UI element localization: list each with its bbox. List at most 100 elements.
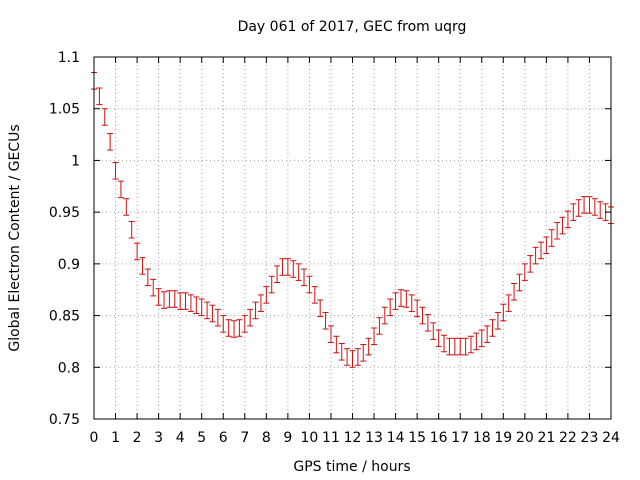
x-tick-label: 11 <box>322 430 340 446</box>
x-tick-label: 16 <box>430 430 448 446</box>
error-bar <box>171 290 178 308</box>
error-bar <box>139 257 146 275</box>
error-bar <box>403 290 410 308</box>
error-bar <box>408 294 415 312</box>
error-bar <box>247 308 254 327</box>
error-bar <box>467 335 474 354</box>
error-bar <box>344 348 351 366</box>
x-tick-label: 18 <box>473 430 491 446</box>
error-bar <box>290 260 297 278</box>
x-tick-label: 0 <box>90 430 99 446</box>
y-tick-label: 0.75 <box>49 412 80 428</box>
error-bar <box>301 268 308 287</box>
error-bar <box>397 289 404 307</box>
error-bar <box>96 87 103 106</box>
error-bar <box>193 296 200 315</box>
error-bar <box>187 294 194 312</box>
y-tick-label: 1.1 <box>58 50 80 66</box>
error-bar <box>128 220 135 239</box>
error-bar <box>123 198 130 216</box>
error-bar <box>349 350 356 368</box>
error-bar <box>284 258 291 276</box>
x-tick-label: 23 <box>581 430 599 446</box>
x-tick-label: 3 <box>154 430 163 446</box>
y-tick-label: 0.95 <box>49 205 80 221</box>
x-tick-label: 13 <box>365 430 383 446</box>
error-bar <box>527 255 534 273</box>
error-bar <box>236 319 243 337</box>
error-bar <box>548 229 555 247</box>
error-bar <box>435 329 442 348</box>
error-bar <box>306 275 313 294</box>
x-tick-label: 7 <box>240 430 249 446</box>
error-bar <box>591 198 598 216</box>
error-bar <box>257 294 264 312</box>
error-bar <box>494 311 501 330</box>
error-bar <box>537 241 544 260</box>
error-bar <box>365 337 372 356</box>
x-tick-label: 12 <box>344 430 362 446</box>
error-bar <box>473 332 480 351</box>
error-bar <box>430 322 437 340</box>
error-bar <box>209 304 216 323</box>
error-bar <box>241 315 248 333</box>
error-bar <box>204 301 211 320</box>
error-bar <box>166 290 173 308</box>
error-bar <box>446 337 453 356</box>
error-bar <box>134 242 141 261</box>
x-tick-label: 20 <box>516 430 534 446</box>
x-tick-labels: 0 1 2 3 4 5 6 7 8 9 10 11 12 13 14 15 16 17 18 19 20 21 22 23 24 <box>90 430 620 446</box>
x-tick-label: 21 <box>537 430 555 446</box>
x-tick-label: 5 <box>197 430 206 446</box>
x-tick-label: 15 <box>408 430 426 446</box>
x-tick-label: 14 <box>387 430 405 446</box>
y-tick-labels: 0.75 0.8 0.85 0.9 0.95 1 1.05 1.1 <box>49 50 80 428</box>
error-bar <box>161 291 168 309</box>
chart-title: Day 061 of 2017, GEC from uqrg <box>238 19 467 35</box>
error-bar <box>451 337 458 356</box>
error-bar <box>252 301 259 320</box>
error-bar <box>263 286 270 304</box>
error-bar <box>214 308 221 327</box>
error-bar <box>333 335 340 354</box>
error-bar <box>478 329 485 348</box>
error-bar <box>521 263 528 281</box>
error-bar <box>198 298 205 317</box>
error-bar <box>322 311 329 330</box>
x-tick-label: 17 <box>451 430 469 446</box>
error-bar <box>532 246 539 265</box>
error-bar <box>387 298 394 317</box>
error-bars <box>91 72 614 368</box>
error-bar <box>311 286 318 304</box>
error-bar <box>150 278 157 297</box>
error-bar <box>225 319 232 337</box>
error-bar <box>177 292 184 310</box>
error-bar <box>505 294 512 312</box>
x-axis-label: GPS time / hours <box>293 459 410 475</box>
error-bar <box>338 342 345 361</box>
error-bar <box>182 292 189 310</box>
x-tick-label: 9 <box>283 430 292 446</box>
x-tick-label: 19 <box>494 430 512 446</box>
error-bar <box>564 210 571 229</box>
y-tick-label: 1.05 <box>49 102 80 118</box>
error-bar <box>268 275 275 294</box>
error-bar <box>220 315 227 333</box>
y-tick-label: 0.85 <box>49 309 80 325</box>
error-bar <box>117 180 124 199</box>
error-bar <box>274 265 281 283</box>
error-bar <box>354 348 361 366</box>
error-bar <box>543 236 550 255</box>
y-tick-label: 0.8 <box>58 360 80 376</box>
error-bar <box>381 306 388 325</box>
x-tick-label: 24 <box>602 430 620 446</box>
x-tick-label: 2 <box>133 430 142 446</box>
error-bar <box>360 344 367 362</box>
error-bar <box>500 303 507 322</box>
error-bar <box>586 196 593 214</box>
x-tick-label: 4 <box>176 430 185 446</box>
error-bar <box>112 161 119 180</box>
y-axis-label: Global Electron Content / GECUs <box>7 124 23 351</box>
error-bar <box>575 199 582 217</box>
